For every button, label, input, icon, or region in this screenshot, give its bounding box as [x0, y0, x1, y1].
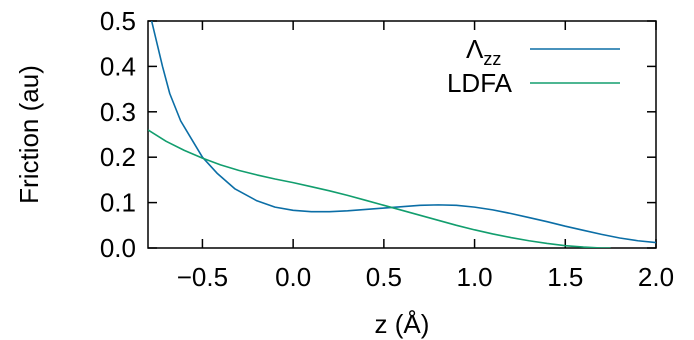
x-tick-label: 0.5 — [366, 262, 402, 292]
y-tick-label: 0.3 — [100, 97, 136, 127]
legend-label-lambda-main: Λ — [466, 34, 484, 64]
y-tick-label: 0.4 — [100, 51, 136, 81]
x-tick-label: 2.0 — [638, 262, 674, 292]
legend-label-lambda-zz: Λzz — [466, 34, 501, 69]
x-tick-label: −0.5 — [177, 262, 228, 292]
plot-area: −0.5 0.0 0.5 1.0 1.5 2.0 0.0 0.1 0.2 0.3 0.4 0.5 — [100, 6, 674, 292]
legend-label-ldfa: LDFA — [447, 68, 513, 98]
axis-ticks: −0.5 0.0 0.5 1.0 1.5 2.0 0.0 0.1 0.2 0.3 0.4 0.5 — [100, 6, 674, 292]
plot-frame — [147, 20, 657, 249]
y-tick-label: 0.2 — [100, 142, 136, 172]
y-axis-label: Friction (au) — [14, 65, 44, 204]
y-tick-label: 0.5 — [100, 6, 136, 36]
y-tick-label: 0.1 — [100, 188, 136, 218]
series-layer — [148, 21, 656, 248]
legend-label-lambda-sub: zz — [483, 49, 501, 69]
legend-entry-ldfa: LDFA — [447, 68, 620, 98]
x-axis-label: z (Å) — [375, 309, 430, 339]
x-tick-label: 1.0 — [456, 262, 492, 292]
series-line-lambda-zz — [150, 21, 656, 244]
legend: Λzz LDFA — [447, 34, 620, 98]
x-tick-label: 1.5 — [547, 262, 583, 292]
y-tick-label: 0.0 — [100, 233, 136, 263]
x-tick-label: 0.0 — [275, 262, 311, 292]
legend-entry-lambda-zz: Λzz — [466, 34, 620, 69]
series-line-ldfa — [148, 129, 611, 248]
